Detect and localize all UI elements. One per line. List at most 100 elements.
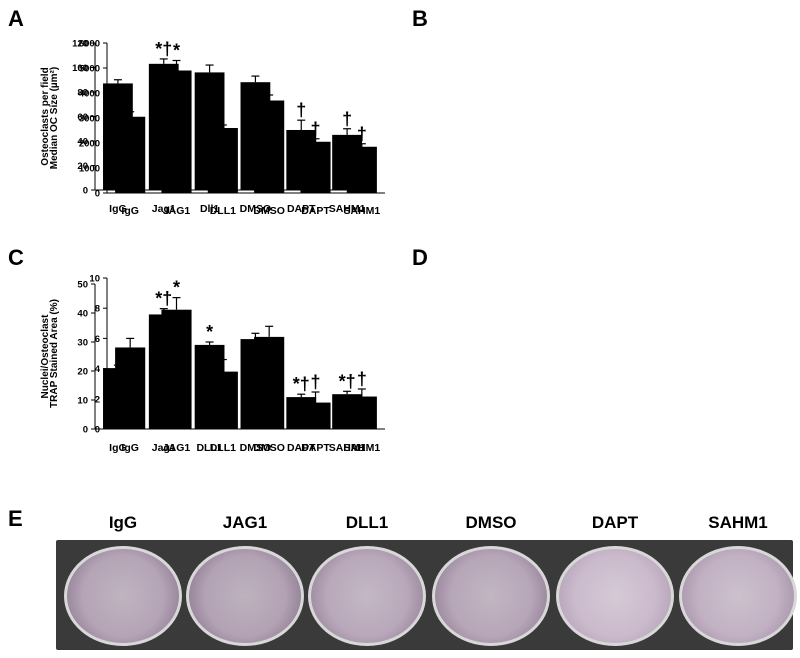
significance-mark: *: [206, 322, 213, 342]
y-tick-label: 0: [83, 186, 88, 197]
bar-sahm1: [346, 146, 377, 193]
well-sahm1: [679, 546, 797, 646]
significance-mark: *†: [155, 39, 172, 59]
significance-mark: *†: [155, 289, 172, 309]
y-tick-label: 4: [95, 364, 101, 375]
category-label: IgG: [121, 205, 139, 217]
bar-jag1: [161, 70, 192, 193]
y-tick-label: 50: [77, 280, 88, 291]
bar-jag1: [161, 309, 192, 429]
category-label: Jag1: [152, 203, 176, 215]
well-label-dmso: DMSO: [465, 513, 517, 532]
category-label: DLL1: [210, 205, 236, 217]
category-label: DLL1: [196, 442, 222, 454]
significance-mark: †: [357, 369, 367, 389]
chart-c: 0 10 20 30 40 50 Nuclei/Osteoclast IgG *† Jag1 * DL…: [0, 240, 400, 495]
category-label: JAG1: [163, 205, 191, 217]
y-tick-label: 5000: [79, 64, 100, 75]
significance-mark: †: [310, 372, 320, 392]
category-label: SAHM1: [343, 442, 380, 454]
y-tick-label: 80: [77, 88, 88, 99]
y-tick-label: 2: [95, 394, 100, 405]
well-dmso: [432, 546, 550, 646]
y-tick-label: 1000: [79, 164, 100, 175]
y-tick-label: 40: [77, 137, 88, 148]
well-dll1: [308, 546, 426, 646]
category-label: SAHM1: [329, 203, 366, 215]
well-label-sahm1: SAHM1: [708, 513, 768, 532]
y-tick-label: 30: [77, 338, 88, 349]
bar-dapt: [300, 402, 331, 429]
y-tick-label: 3000: [79, 114, 100, 125]
category-label: DMSO: [240, 442, 272, 454]
category-label: IgG: [109, 442, 127, 454]
well-label-dll1: DLL1: [345, 513, 389, 532]
y-tick-label: 6000: [79, 39, 100, 50]
y-tick-label: 10: [89, 274, 100, 285]
chart-a: 0 20 40 60 80 100 120 Osteoclasts per field IgG *…: [0, 0, 400, 255]
chart-b: 0 1000 2000 3000 4000 5000 6000 Median OC Size …: [49, 0, 800, 255]
y-tick-label: 0: [95, 425, 100, 436]
significance-mark: *: [173, 41, 180, 61]
well-label-jag1: JAG1: [222, 513, 268, 532]
well-dapt: [556, 546, 674, 646]
significance-mark: *†: [339, 371, 356, 391]
significance-mark: †: [357, 124, 367, 144]
y-axis-label: Osteoclasts per field: [40, 67, 51, 165]
category-label: JAG1: [163, 442, 191, 454]
well-jag1: [186, 546, 304, 646]
panel-letter-b: B: [412, 6, 428, 31]
category-label: IgG: [109, 203, 127, 215]
category-label: SAHM1: [329, 442, 366, 454]
y-tick-label: 20: [77, 161, 88, 172]
panel-letter-d: D: [412, 245, 428, 270]
y-tick-label: 8: [95, 304, 100, 315]
chart-d: 0 2 4 6 8 10 TRAP Stained Area (%) IgG * JAG1 DLL1…: [49, 240, 800, 495]
well-label-dapt: DAPT: [591, 513, 639, 532]
category-label: IgG: [121, 442, 139, 454]
bar-dapt: [300, 141, 331, 193]
y-axis-label: TRAP Stained Area (%): [49, 299, 60, 408]
bar-sahm1: [346, 396, 377, 429]
significance-mark: †: [342, 109, 352, 129]
category-label: DAPT: [287, 203, 316, 215]
category-label: DMSO: [253, 442, 285, 454]
panel-letter-a: A: [8, 6, 24, 31]
significance-mark: *†: [293, 374, 310, 394]
y-tick-label: 0: [83, 425, 88, 436]
category-label: DAPT: [301, 442, 330, 454]
y-tick-label: 4000: [79, 89, 100, 100]
y-axis-label: Median OC Size (µm²): [49, 67, 60, 169]
category-label: DMSO: [240, 203, 272, 215]
panel-letter-c: C: [8, 245, 24, 270]
bar-igg: [115, 116, 146, 193]
y-tick-label: 40: [77, 309, 88, 320]
category-label: Jag1: [152, 442, 176, 454]
y-tick-label: 2000: [79, 139, 100, 150]
significance-mark: †: [310, 119, 320, 139]
well-igg: [64, 546, 182, 646]
y-tick-label: 60: [77, 112, 88, 123]
y-tick-label: 100: [72, 63, 88, 74]
category-label: SAHM1: [343, 205, 380, 217]
significance-mark: †: [296, 100, 306, 120]
well-label-igg: IgG: [108, 513, 138, 532]
bar-dmso: [254, 100, 285, 193]
bar-dmso: [254, 336, 285, 429]
category-label: DAPT: [287, 442, 316, 454]
category-label: DAPT: [301, 205, 330, 217]
y-axis-label: Nuclei/Osteoclast: [40, 314, 51, 399]
y-tick-label: 10: [77, 396, 88, 407]
bar-dll1: [207, 128, 238, 193]
category-label: DLL1: [210, 442, 236, 454]
y-tick-label: 6: [95, 334, 100, 345]
y-tick-label: 120: [72, 39, 88, 50]
panel-letter-e: E: [8, 506, 23, 531]
category-label: DMSO: [253, 205, 285, 217]
y-tick-label: 20: [77, 367, 88, 378]
category-label: Dll1: [200, 203, 219, 215]
y-tick-label: 0: [95, 189, 100, 200]
bar-dll1: [207, 371, 238, 429]
bar-igg: [115, 347, 146, 429]
significance-mark: *: [173, 278, 180, 298]
